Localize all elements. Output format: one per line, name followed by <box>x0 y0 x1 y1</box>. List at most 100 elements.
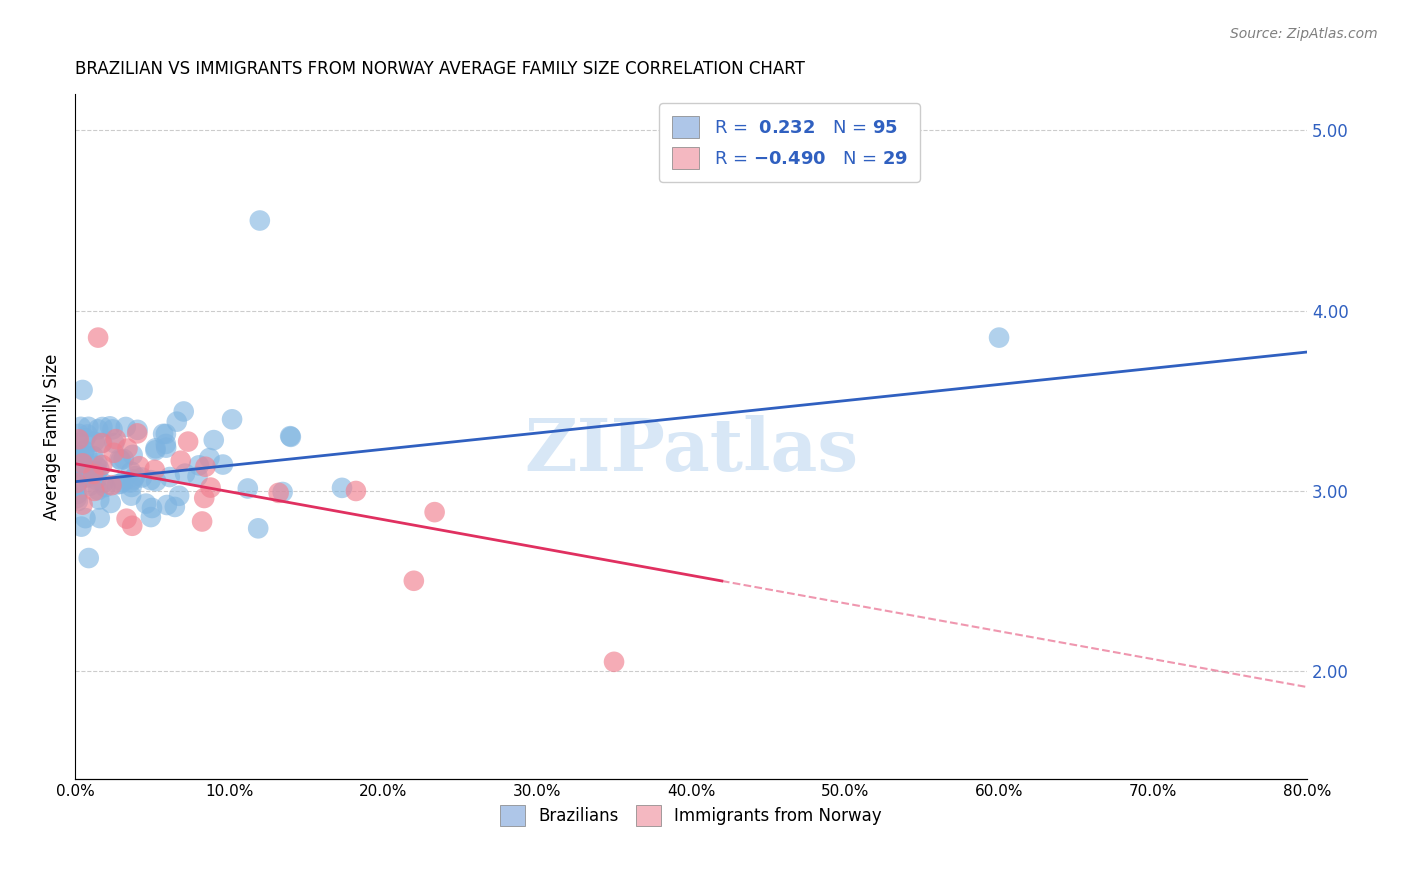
Point <box>139 510 162 524</box>
Point <box>69 448 91 462</box>
Point <box>143 463 166 477</box>
Point <box>65 478 87 492</box>
Point <box>170 453 193 467</box>
Point <box>120 465 142 479</box>
Point <box>114 420 136 434</box>
Point <box>141 500 163 515</box>
Point <box>65 491 87 506</box>
Point <box>86 465 108 479</box>
Point <box>91 476 114 491</box>
Point <box>330 481 353 495</box>
Point <box>174 467 197 481</box>
Point <box>127 423 149 437</box>
Point <box>72 383 94 397</box>
Point <box>186 469 208 483</box>
Point <box>87 330 110 344</box>
Point <box>72 462 94 476</box>
Point <box>69 449 91 463</box>
Point <box>110 453 132 467</box>
Point <box>73 444 96 458</box>
Point <box>90 436 112 450</box>
Point <box>145 443 167 458</box>
Point <box>163 500 186 514</box>
Point <box>66 494 89 508</box>
Point <box>167 489 190 503</box>
Point <box>79 479 101 493</box>
Point <box>603 655 626 669</box>
Point <box>72 459 94 474</box>
Point <box>112 475 135 489</box>
Point <box>121 518 143 533</box>
Point <box>91 420 114 434</box>
Point <box>127 426 149 441</box>
Point <box>75 511 97 525</box>
Point <box>988 330 1011 344</box>
Point <box>112 452 135 467</box>
Point <box>104 432 127 446</box>
Point <box>65 475 87 490</box>
Point <box>128 459 150 474</box>
Point <box>73 443 96 458</box>
Point <box>83 483 105 498</box>
Point <box>271 485 294 500</box>
Point <box>117 442 139 456</box>
Point <box>155 426 177 441</box>
Point <box>115 511 138 525</box>
Point <box>83 434 105 449</box>
Point <box>72 498 94 512</box>
Point <box>159 470 181 484</box>
Point <box>77 420 100 434</box>
Point <box>202 433 225 447</box>
Point <box>70 519 93 533</box>
Point <box>152 426 174 441</box>
Point <box>145 442 167 456</box>
Point <box>155 441 177 455</box>
Point <box>100 496 122 510</box>
Point <box>191 515 214 529</box>
Point <box>249 213 271 227</box>
Point <box>200 481 222 495</box>
Point <box>84 464 107 478</box>
Point <box>156 498 179 512</box>
Point <box>108 452 131 467</box>
Point <box>67 436 90 450</box>
Point <box>84 458 107 473</box>
Point <box>155 437 177 451</box>
Point <box>103 436 125 450</box>
Point <box>193 491 215 505</box>
Point <box>67 433 90 447</box>
Point <box>100 478 122 492</box>
Point <box>120 475 142 490</box>
Point <box>91 436 114 450</box>
Point <box>110 477 132 491</box>
Point <box>103 446 125 460</box>
Point <box>94 480 117 494</box>
Point <box>280 430 302 444</box>
Point <box>423 505 446 519</box>
Point <box>194 459 217 474</box>
Point <box>76 427 98 442</box>
Point <box>139 473 162 487</box>
Point <box>89 511 111 525</box>
Point <box>173 404 195 418</box>
Text: BRAZILIAN VS IMMIGRANTS FROM NORWAY AVERAGE FAMILY SIZE CORRELATION CHART: BRAZILIAN VS IMMIGRANTS FROM NORWAY AVER… <box>75 60 804 78</box>
Point <box>247 521 270 535</box>
Point <box>212 458 235 472</box>
Point <box>105 477 128 491</box>
Point <box>131 470 153 484</box>
Point <box>76 449 98 463</box>
Point <box>91 458 114 472</box>
Legend: Brazilians, Immigrants from Norway: Brazilians, Immigrants from Norway <box>494 798 889 832</box>
Y-axis label: Average Family Size: Average Family Size <box>44 353 60 520</box>
Point <box>89 492 111 507</box>
Point <box>135 497 157 511</box>
Point <box>76 470 98 484</box>
Point <box>66 475 89 489</box>
Point <box>67 458 90 473</box>
Point <box>236 482 259 496</box>
Point <box>124 469 146 483</box>
Point <box>166 415 188 429</box>
Point <box>75 431 97 445</box>
Point <box>221 412 243 426</box>
Point <box>198 451 221 466</box>
